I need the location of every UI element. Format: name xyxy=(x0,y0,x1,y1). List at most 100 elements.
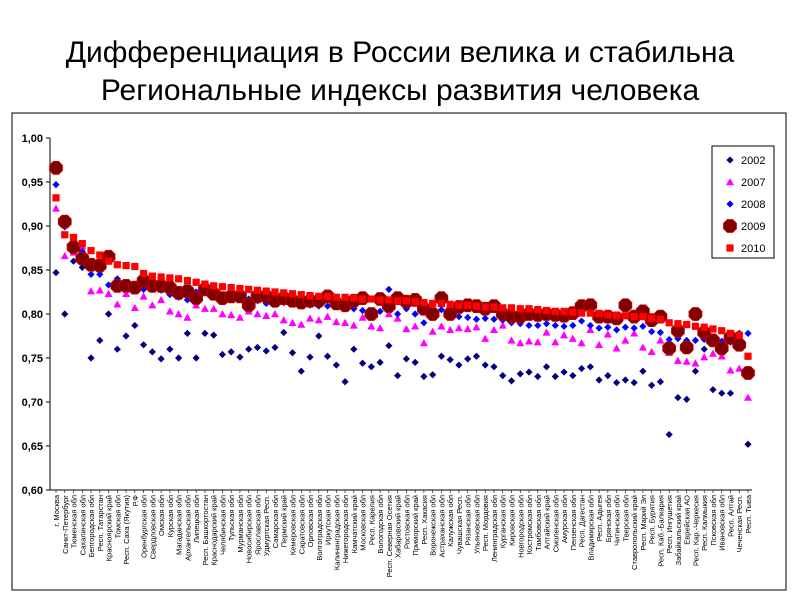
x-tick-label: Оренбургская обл xyxy=(140,495,149,558)
point-2002 xyxy=(569,372,577,380)
point-2007 xyxy=(122,289,131,297)
point-2010 xyxy=(192,278,200,286)
point-2002 xyxy=(464,355,472,363)
x-tick-label: Саратовская обл xyxy=(297,495,306,554)
point-2010 xyxy=(394,297,402,305)
point-2002 xyxy=(385,342,393,350)
slide-title-line1: Дифференциация в России велика и стабиль… xyxy=(65,36,735,69)
x-tick-label: Владимирская обл xyxy=(586,495,595,561)
x-tick-label: Респ. Хакасия xyxy=(420,495,429,545)
legend-label-2002: 2002 xyxy=(741,155,765,167)
point-2008 xyxy=(394,310,402,318)
point-2009 xyxy=(49,161,63,175)
point-2007 xyxy=(630,329,639,337)
point-2010 xyxy=(604,311,612,319)
point-2008 xyxy=(691,336,700,344)
x-tick-label: Калужская обл xyxy=(446,495,455,547)
point-2002 xyxy=(227,348,235,356)
point-2009 xyxy=(714,341,729,356)
x-tick-label: Московская обл xyxy=(359,495,368,551)
point-2010 xyxy=(560,307,568,315)
y-tick-label: 0,95 xyxy=(22,177,43,189)
point-2002 xyxy=(297,367,305,375)
point-2010 xyxy=(297,291,305,299)
point-2008 xyxy=(87,270,95,278)
point-2008 xyxy=(656,328,665,337)
x-tick-label: Респ. Башкортостан xyxy=(201,495,210,565)
legend-marker-2002 xyxy=(726,156,734,164)
point-2007 xyxy=(183,313,192,321)
point-2010 xyxy=(691,322,700,330)
point-2002 xyxy=(104,310,113,318)
x-tick-label: Волгоградская обл xyxy=(315,495,324,561)
point-2007 xyxy=(498,321,507,329)
point-2007 xyxy=(139,292,148,300)
x-tick-label: Респ. Марий Эл xyxy=(639,495,648,550)
point-2008 xyxy=(569,321,577,330)
x-tick-label: Пермский край xyxy=(280,495,289,547)
point-2010 xyxy=(718,327,726,335)
point-2002 xyxy=(315,332,323,340)
point-2010 xyxy=(87,247,95,255)
point-2010 xyxy=(315,292,323,300)
point-2007 xyxy=(157,295,166,304)
point-2002 xyxy=(560,368,568,376)
point-2010 xyxy=(78,240,86,248)
x-tick-label: Орловская обл xyxy=(306,495,315,547)
point-2007 xyxy=(130,303,139,312)
point-2007 xyxy=(603,330,612,338)
point-2010 xyxy=(175,275,183,283)
point-2008 xyxy=(639,322,647,330)
point-2010 xyxy=(726,329,735,337)
point-2010 xyxy=(665,319,673,327)
point-2007 xyxy=(621,336,630,344)
point-2008 xyxy=(472,315,481,323)
point-2007 xyxy=(577,339,586,347)
x-tick-label: Тюменская обл xyxy=(70,495,79,548)
point-2002 xyxy=(341,378,349,386)
point-2002 xyxy=(744,440,752,448)
point-2007 xyxy=(218,310,227,318)
point-2002 xyxy=(691,367,700,375)
x-tick-label: Ивановская обл xyxy=(718,495,727,551)
point-2007 xyxy=(200,304,209,312)
point-2009 xyxy=(618,298,633,313)
point-2009 xyxy=(679,340,694,355)
point-2002 xyxy=(656,378,665,386)
point-2008 xyxy=(630,324,638,332)
point-2007 xyxy=(647,347,656,356)
point-2008 xyxy=(560,322,568,330)
point-2009 xyxy=(364,307,379,321)
x-tick-label: Калининградская обл xyxy=(332,495,341,570)
x-tick-label: Респ. Татарстан xyxy=(96,495,105,551)
x-tick-label: Курская обл xyxy=(166,495,175,537)
point-2010 xyxy=(166,274,174,282)
point-2007 xyxy=(341,318,350,326)
x-tick-label: Новгородская обл xyxy=(516,495,525,558)
point-2010 xyxy=(586,309,594,317)
legend: 2002 2007 2008 2009 2010 xyxy=(711,145,775,259)
point-2002 xyxy=(595,376,603,384)
point-2010 xyxy=(183,276,191,285)
point-2010 xyxy=(472,302,481,310)
point-2010 xyxy=(332,293,340,301)
point-2010 xyxy=(262,287,270,295)
x-tick-label: Тульская обл xyxy=(227,495,236,541)
point-2008 xyxy=(183,296,191,304)
point-2007 xyxy=(638,343,647,351)
point-2007 xyxy=(489,325,498,334)
x-tick-label: Смоленская обл xyxy=(551,495,560,552)
legend-label-2010: 2010 xyxy=(741,243,765,255)
point-2010 xyxy=(350,294,358,302)
point-2002 xyxy=(490,363,498,371)
x-tick-label: Хабаровский край xyxy=(394,495,403,558)
point-2010 xyxy=(542,306,551,315)
point-2002 xyxy=(604,372,612,380)
point-2007 xyxy=(87,287,96,295)
point-2010 xyxy=(490,303,498,311)
legend-label-2007: 2007 xyxy=(741,177,765,189)
point-2007 xyxy=(297,320,306,328)
point-2007 xyxy=(682,357,691,365)
x-tick-label: Приморский край xyxy=(411,495,420,556)
